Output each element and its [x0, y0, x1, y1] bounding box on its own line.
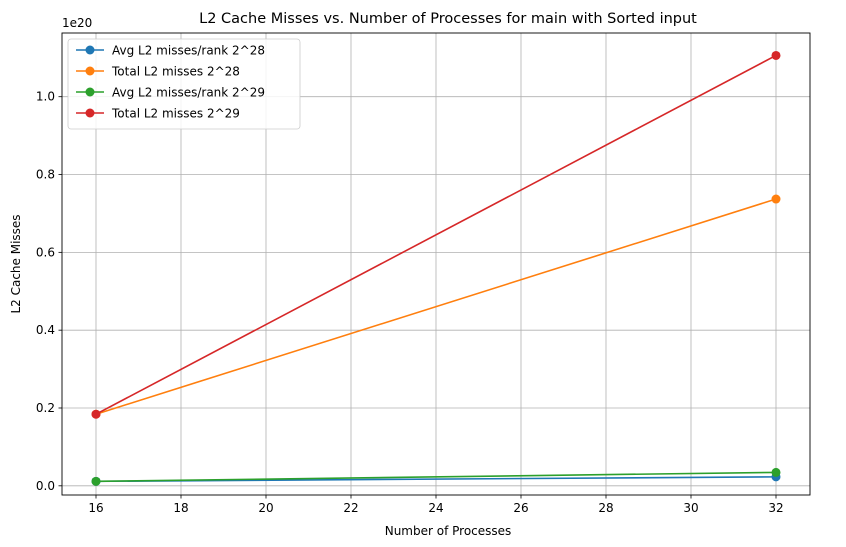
y-axis-label: L2 Cache Misses — [9, 214, 23, 313]
data-point — [91, 476, 101, 486]
x-tick-label: 30 — [683, 501, 698, 515]
x-tick-label: 24 — [428, 501, 443, 515]
chart-title: L2 Cache Misses vs. Number of Processes … — [199, 11, 697, 27]
y-axis-offset-label: 1e20 — [62, 16, 92, 30]
series-line — [95, 54, 777, 415]
y-tick-label: 0.2 — [36, 401, 55, 415]
y-tick-label: 0.0 — [36, 479, 55, 493]
legend-marker — [85, 45, 95, 55]
legend-marker — [85, 87, 95, 97]
legend-item: Avg L2 misses/rank 2^29 — [76, 86, 265, 100]
y-tick-label: 1.0 — [36, 90, 55, 104]
legend-item: Avg L2 misses/rank 2^28 — [76, 44, 265, 58]
series-3 — [91, 467, 781, 486]
legend-box — [67, 38, 301, 130]
data-point — [91, 409, 101, 419]
legend-marker — [85, 66, 95, 76]
y-tick-label: 0.4 — [36, 323, 55, 337]
x-tick-label: 32 — [768, 501, 783, 515]
series-line — [95, 198, 777, 415]
y-tick-label: 0.8 — [36, 168, 55, 182]
x-tick-label: 26 — [513, 501, 528, 515]
legend-label: Total L2 misses 2^29 — [111, 107, 240, 121]
data-point — [771, 467, 781, 477]
x-tick-label: 20 — [258, 501, 273, 515]
x-tick-label: 18 — [173, 501, 188, 515]
series-line — [95, 471, 777, 483]
series-layer — [91, 50, 781, 486]
legend-item: Total L2 misses 2^29 — [76, 107, 240, 121]
x-tick-label: 22 — [343, 501, 358, 515]
data-point — [771, 50, 781, 60]
data-point — [771, 194, 781, 204]
series-4 — [91, 50, 781, 419]
x-tick-label: 28 — [598, 501, 613, 515]
x-tick-label: 16 — [88, 501, 103, 515]
legend-label: Avg L2 misses/rank 2^28 — [112, 44, 265, 58]
legend-label: Total L2 misses 2^28 — [111, 65, 240, 79]
y-tick-label: 0.6 — [36, 245, 55, 259]
x-axis-label: Number of Processes — [385, 524, 512, 538]
x-axis-ticks: 16 18 20 22 24 26 28 30 32 — [88, 495, 784, 515]
legend: Avg L2 misses/rank 2^28 Total L2 misses 2… — [67, 38, 301, 130]
legend-label: Avg L2 misses/rank 2^29 — [112, 86, 265, 100]
y-axis-ticks: 0.0 0.2 0.4 0.6 0.8 1.0 — [36, 90, 62, 493]
legend-marker — [85, 108, 95, 118]
legend-item: Total L2 misses 2^28 — [76, 65, 240, 79]
